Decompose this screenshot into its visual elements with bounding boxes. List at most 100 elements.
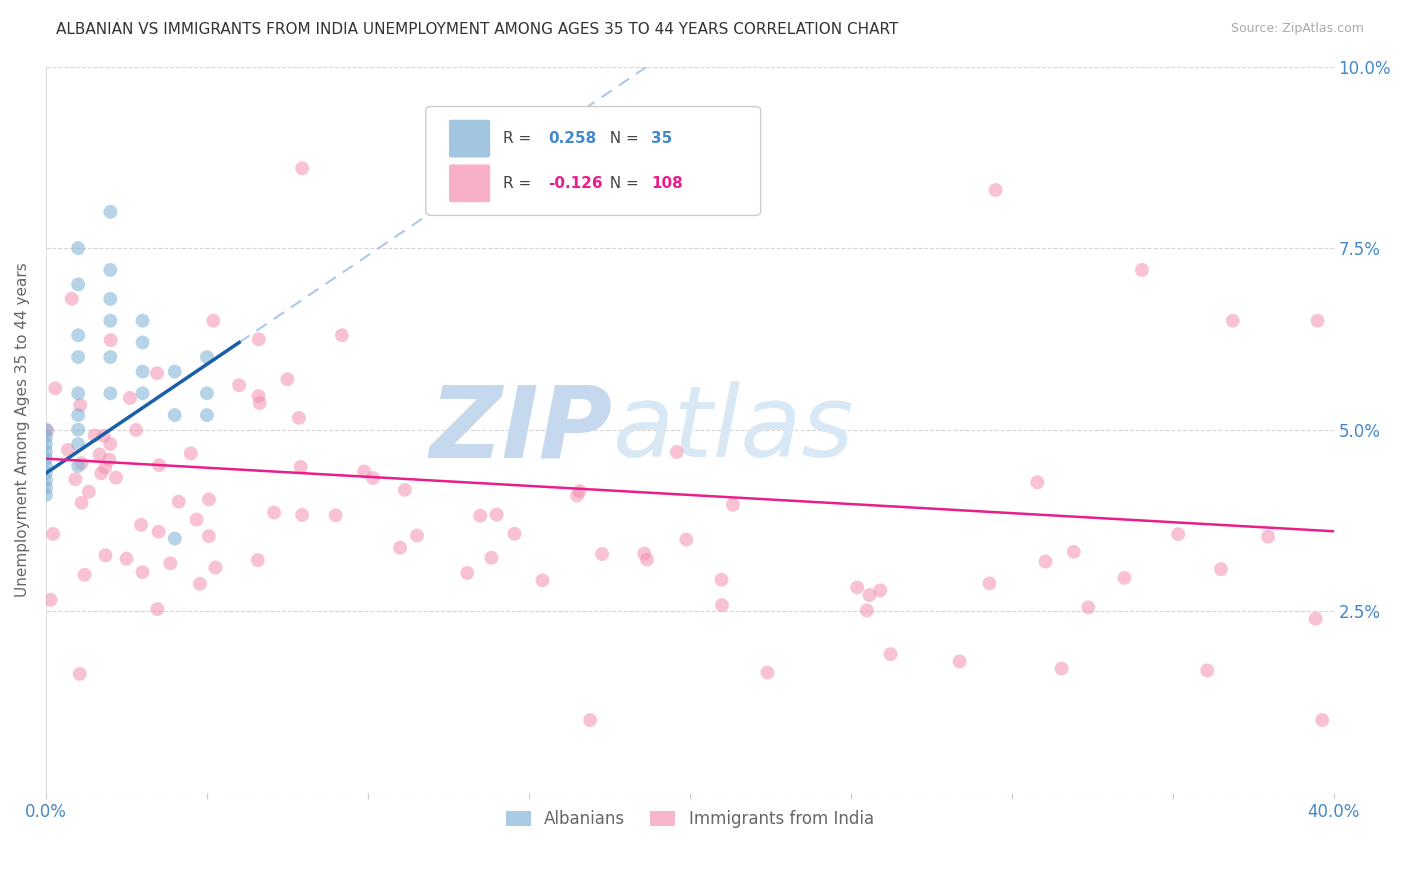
- Point: [42, 527, 65, 541]
- Point: [1063, 545, 1085, 559]
- Point: [456, 566, 478, 580]
- Point: [98, 263, 121, 277]
- Text: ALBANIAN VS IMMIGRANTS FROM INDIA UNEMPLOYMENT AMONG AGES 35 TO 44 YEARS CORRELA: ALBANIAN VS IMMIGRANTS FROM INDIA UNEMPL…: [56, 22, 898, 37]
- Point: [125, 423, 148, 437]
- Point: [290, 459, 312, 474]
- Point: [67, 350, 90, 364]
- Point: [44, 381, 66, 395]
- Point: [858, 588, 880, 602]
- Point: [633, 547, 655, 561]
- Point: [470, 508, 492, 523]
- Point: [98, 386, 121, 401]
- Point: [67, 241, 90, 255]
- Point: [159, 557, 181, 571]
- Point: [721, 498, 744, 512]
- Text: 0.258: 0.258: [548, 131, 596, 146]
- Point: [98, 350, 121, 364]
- Point: [204, 560, 226, 574]
- Point: [485, 508, 508, 522]
- Point: [98, 437, 121, 451]
- Point: [98, 314, 121, 328]
- Point: [202, 314, 225, 328]
- Text: 108: 108: [651, 176, 683, 191]
- Point: [568, 484, 591, 499]
- Point: [83, 428, 105, 442]
- Point: [1114, 571, 1136, 585]
- Point: [67, 423, 90, 437]
- Point: [330, 328, 353, 343]
- Point: [131, 565, 153, 579]
- Point: [65, 472, 87, 486]
- Point: [879, 647, 901, 661]
- Point: [531, 574, 554, 588]
- Point: [1222, 314, 1244, 328]
- Point: [1026, 475, 1049, 490]
- Point: [35, 451, 58, 466]
- Point: [869, 583, 891, 598]
- Point: [1130, 263, 1153, 277]
- Point: [163, 532, 186, 546]
- Point: [353, 465, 375, 479]
- Point: [146, 367, 169, 381]
- Point: [131, 386, 153, 401]
- Point: [35, 481, 58, 495]
- Point: [846, 581, 869, 595]
- Point: [94, 460, 117, 475]
- Point: [163, 365, 186, 379]
- Point: [198, 492, 221, 507]
- Point: [291, 508, 314, 522]
- Point: [1306, 314, 1329, 328]
- Text: Source: ZipAtlas.com: Source: ZipAtlas.com: [1230, 22, 1364, 36]
- Point: [675, 533, 697, 547]
- Point: [1257, 530, 1279, 544]
- Point: [100, 333, 122, 347]
- Point: [67, 386, 90, 401]
- Point: [188, 576, 211, 591]
- Point: [503, 526, 526, 541]
- Point: [949, 654, 972, 668]
- Point: [579, 713, 602, 727]
- Point: [67, 408, 90, 422]
- Point: [98, 292, 121, 306]
- Point: [249, 396, 271, 410]
- Point: [665, 445, 688, 459]
- Point: [710, 573, 733, 587]
- Text: ZIP: ZIP: [430, 381, 613, 478]
- Point: [406, 528, 429, 542]
- Point: [35, 488, 58, 502]
- Point: [263, 506, 285, 520]
- Point: [1077, 600, 1099, 615]
- Point: [60, 292, 83, 306]
- Point: [1167, 527, 1189, 541]
- Point: [1197, 664, 1219, 678]
- Point: [89, 448, 111, 462]
- Point: [148, 524, 170, 539]
- Point: [481, 550, 503, 565]
- FancyBboxPatch shape: [449, 164, 491, 202]
- Point: [98, 204, 121, 219]
- Point: [711, 598, 734, 612]
- Point: [186, 512, 208, 526]
- Point: [35, 466, 58, 480]
- Point: [247, 332, 270, 346]
- Text: R =: R =: [503, 176, 536, 191]
- Point: [35, 423, 58, 437]
- Point: [104, 470, 127, 484]
- Point: [67, 437, 90, 451]
- FancyBboxPatch shape: [426, 106, 761, 216]
- Point: [67, 328, 90, 343]
- Point: [756, 665, 779, 680]
- Point: [325, 508, 347, 523]
- Point: [288, 410, 311, 425]
- Point: [146, 602, 169, 616]
- Point: [394, 483, 416, 497]
- Point: [67, 277, 90, 292]
- Point: [131, 335, 153, 350]
- Point: [69, 398, 91, 412]
- Point: [118, 391, 141, 405]
- Text: N =: N =: [600, 131, 644, 146]
- Point: [195, 386, 218, 401]
- Point: [93, 428, 115, 442]
- Point: [167, 494, 190, 508]
- Point: [1050, 661, 1073, 675]
